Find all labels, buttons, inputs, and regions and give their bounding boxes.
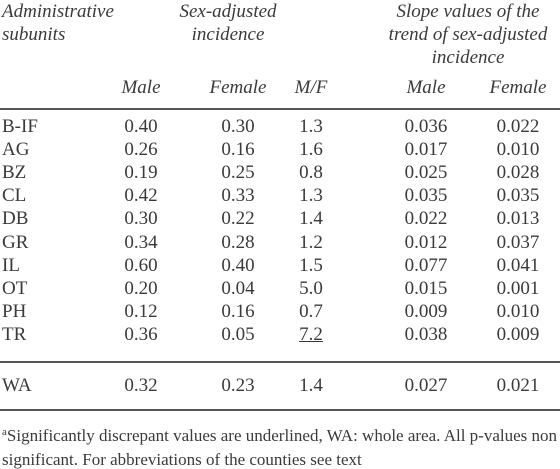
row-cell: 1.4: [299, 208, 323, 230]
row-cell: 1.5: [299, 254, 323, 276]
row-cell: 0.30: [221, 116, 255, 137]
footnote-marker: a: [2, 426, 7, 438]
row-cell: 0.42: [124, 185, 158, 207]
row-cell: 0.04: [221, 277, 255, 299]
column-header: Sex-adjusted: [179, 1, 277, 22]
row-cell: 0.12: [124, 300, 158, 322]
row-cell: 1.3: [299, 185, 323, 207]
row-cell: 0.010: [496, 300, 540, 322]
row-cell: 0.20: [124, 277, 158, 299]
row-cell: 0.36: [124, 323, 158, 345]
row-label: GR: [2, 231, 29, 253]
header-rule: [0, 108, 560, 110]
row-cell: 0.16: [221, 300, 255, 322]
column-header: trend of sex-adjusted: [388, 24, 548, 45]
row-cell: 0.013: [496, 208, 540, 230]
row-cell: 0.035: [404, 185, 448, 207]
row-cell: 0.017: [404, 139, 448, 161]
total-cell: 0.32: [124, 375, 158, 396]
row-cell: 0.025: [404, 162, 448, 184]
row-label: CL: [2, 185, 27, 207]
row-cell: 0.26: [124, 139, 158, 161]
row-cell: 0.05: [221, 323, 255, 345]
row-cell: 0.16: [221, 139, 255, 161]
total-cell: 1.4: [299, 375, 323, 396]
row-label: AG: [2, 139, 30, 161]
subcolumn-header: M/F: [294, 77, 328, 98]
row-cell: 0.28: [221, 231, 255, 253]
column-header: Administrative: [2, 1, 114, 22]
row-cell: 0.036: [404, 116, 448, 137]
row-cell: 7.2: [299, 323, 323, 345]
row-cell: 0.012: [404, 231, 448, 253]
row-label: OT: [2, 277, 28, 299]
row-cell: 0.037: [496, 231, 540, 253]
row-cell: 1.6: [299, 139, 323, 161]
subcolumn-header: Male: [406, 77, 446, 98]
footnote: aSignificantly discrepant values are und…: [2, 420, 558, 469]
row-label: BZ: [2, 162, 27, 184]
column-header: incidence: [191, 24, 265, 45]
row-cell: 0.009: [404, 300, 448, 322]
row-label: PH: [2, 300, 27, 322]
row-cell: 0.40: [124, 116, 158, 137]
row-cell: 0.25: [221, 162, 255, 184]
row-cell: 0.022: [496, 116, 540, 137]
row-cell: 0.010: [496, 139, 540, 161]
row-cell: 0.015: [404, 277, 448, 299]
footnote-text: Significantly discrepant values are unde…: [2, 426, 558, 469]
row-cell: 0.041: [496, 254, 540, 276]
total-cell: 0.021: [496, 375, 540, 396]
row-cell: 0.077: [404, 254, 448, 276]
row-cell: 0.34: [124, 231, 158, 253]
total-cell: 0.23: [221, 375, 255, 396]
subcolumn-header: Female: [489, 77, 547, 98]
row-cell: 0.038: [404, 323, 448, 345]
row-cell: 5.0: [299, 277, 323, 299]
subcolumn-header: Male: [121, 77, 161, 98]
column-header: incidence: [431, 47, 505, 68]
row-cell: 0.022: [404, 208, 448, 230]
row-cell: 0.001: [496, 277, 540, 299]
column-header: Slope values of the: [396, 1, 540, 22]
row-cell: 0.7: [299, 300, 323, 322]
total-rule: [0, 361, 560, 363]
row-label: TR: [2, 323, 27, 345]
row-cell: 1.3: [299, 116, 323, 137]
row-cell: 0.028: [496, 162, 540, 184]
row-cell: 0.19: [124, 162, 158, 184]
column-header: subunits: [2, 24, 66, 45]
total-cell: 0.027: [404, 375, 448, 396]
total-label: WA: [2, 375, 32, 396]
row-label: B-IF: [2, 116, 38, 137]
row-cell: 0.22: [221, 208, 255, 230]
row-cell: 0.60: [124, 254, 158, 276]
row-label: IL: [2, 254, 20, 276]
row-cell: 0.8: [299, 162, 323, 184]
subcolumn-header: Female: [209, 77, 267, 98]
row-cell: 0.40: [221, 254, 255, 276]
bottom-rule: [0, 409, 560, 411]
row-cell: 0.035: [496, 185, 540, 207]
row-label: DB: [2, 208, 29, 230]
row-cell: 1.2: [299, 231, 323, 253]
row-cell: 0.009: [496, 323, 540, 345]
row-cell: 0.30: [124, 208, 158, 230]
row-cell: 0.33: [221, 185, 255, 207]
